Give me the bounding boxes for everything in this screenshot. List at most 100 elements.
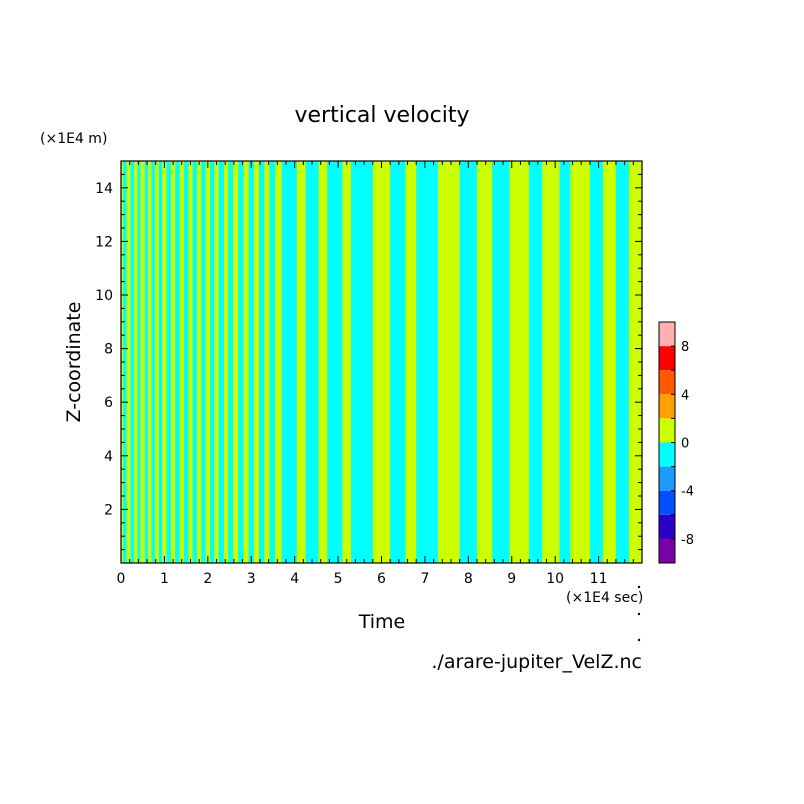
- colorbar-segment: [659, 346, 675, 371]
- marker-dot: [637, 638, 641, 642]
- contour-band: [228, 161, 234, 563]
- contour-band: [130, 161, 135, 563]
- colorbar: 8 4 0 -4 -8: [658, 321, 694, 564]
- contour-band: [296, 161, 306, 563]
- contour-band: [570, 161, 591, 563]
- x-axis: 0 1 2 3 4 5 6 7 8 9 10 11: [117, 161, 643, 587]
- contour-band: [179, 161, 185, 563]
- x-unit-label: (×1E4 sec): [566, 590, 643, 606]
- contour-band: [214, 161, 220, 563]
- contour-band: [281, 161, 298, 563]
- contour-band: [459, 161, 478, 563]
- contour-band: [147, 161, 152, 563]
- contour-band: [126, 161, 131, 563]
- contour-band: [589, 161, 604, 563]
- contour-band: [166, 161, 172, 563]
- contour-band: [175, 161, 181, 563]
- contour-band: [275, 161, 283, 563]
- contour-band: [201, 161, 207, 563]
- x-tick-label: 2: [203, 571, 212, 587]
- x-tick-label: 7: [420, 571, 429, 587]
- contour-band: [248, 161, 255, 563]
- contour-band: [259, 161, 265, 563]
- y-axis-label: Z-coordinate: [63, 302, 85, 423]
- colorbar-segment: [659, 394, 675, 419]
- contour-band: [372, 161, 391, 563]
- colorbar-segment: [659, 370, 675, 395]
- contour-band: [615, 161, 630, 563]
- contour-band: [223, 161, 229, 563]
- marker-dot: [637, 612, 641, 616]
- contour-band: [509, 161, 530, 563]
- contour-band: [327, 161, 343, 563]
- colorbar-segment: [659, 466, 675, 491]
- contour-band: [238, 161, 244, 563]
- contour-band: [183, 161, 189, 563]
- contour-band: [269, 161, 276, 563]
- x-tick-label: 1: [160, 571, 169, 587]
- y-tick-label: 8: [104, 342, 113, 358]
- colorbar-segment: [659, 514, 675, 539]
- contour-band: [151, 161, 156, 563]
- contour-band: [170, 161, 176, 563]
- contour-band: [477, 161, 493, 563]
- y-tick-label: 10: [95, 288, 113, 304]
- contour-band: [529, 161, 543, 563]
- colorbar-segment: [659, 538, 675, 563]
- contour-band: [628, 161, 643, 563]
- contour-band: [492, 161, 510, 563]
- contour-band: [158, 161, 163, 563]
- y-tick-label: 2: [104, 502, 113, 518]
- colorbar-segment: [659, 418, 675, 443]
- marker-dot: [637, 585, 641, 589]
- contour-band: [140, 161, 146, 563]
- contour-band: [162, 161, 167, 563]
- contour-band: [137, 161, 141, 563]
- contour-band: [123, 161, 128, 563]
- contour-band: [154, 161, 160, 563]
- x-axis-label: Time: [358, 611, 406, 633]
- colorbar-tick-label: 8: [681, 340, 689, 355]
- contour-band: [233, 161, 239, 563]
- source-file-label: ./arare-jupiter_VelZ.nc: [431, 651, 642, 673]
- contour-band: [416, 161, 439, 563]
- contour-band: [602, 161, 617, 563]
- y-unit-label: (×1E4 m): [40, 131, 107, 147]
- contour-band: [264, 161, 270, 563]
- contour-band: [305, 161, 319, 563]
- x-tick-label: 0: [117, 571, 126, 587]
- colorbar-tick-label: 4: [681, 388, 689, 403]
- contour-band: [144, 161, 149, 563]
- contour-band: [205, 161, 211, 563]
- y-axis: 2 4 6 8 10 12 14: [95, 160, 642, 564]
- colorbar-tick-label: -8: [681, 533, 694, 548]
- contour-band: [188, 161, 194, 563]
- contour-band: [405, 161, 417, 563]
- contour-band: [390, 161, 406, 563]
- colorbar-tick-label: -4: [681, 485, 694, 500]
- colorbar-segment: [659, 322, 675, 347]
- y-tick-label: 14: [95, 181, 113, 197]
- x-tick-label: 8: [464, 571, 473, 587]
- colorbar-segment: [659, 442, 675, 467]
- contour-band: [437, 161, 461, 563]
- chart-title: vertical velocity: [294, 103, 469, 128]
- contour-band: [196, 161, 202, 563]
- contour-band: [210, 161, 215, 563]
- y-tick-label: 12: [95, 234, 113, 250]
- x-tick-label: 11: [590, 571, 608, 587]
- contour-band: [134, 161, 138, 563]
- y-tick-label: 6: [104, 395, 113, 411]
- x-tick-label: 9: [507, 571, 516, 587]
- x-tick-label: 4: [290, 571, 299, 587]
- colorbar-segment: [659, 490, 675, 515]
- contour-field: [121, 161, 643, 563]
- colorbar-tick-label: 0: [681, 437, 689, 452]
- contour-band: [243, 161, 250, 563]
- x-tick-label: 6: [377, 571, 386, 587]
- contour-band: [559, 161, 571, 563]
- contour-band: [351, 161, 374, 563]
- x-tick-label: 10: [546, 571, 564, 587]
- contour-band: [542, 161, 560, 563]
